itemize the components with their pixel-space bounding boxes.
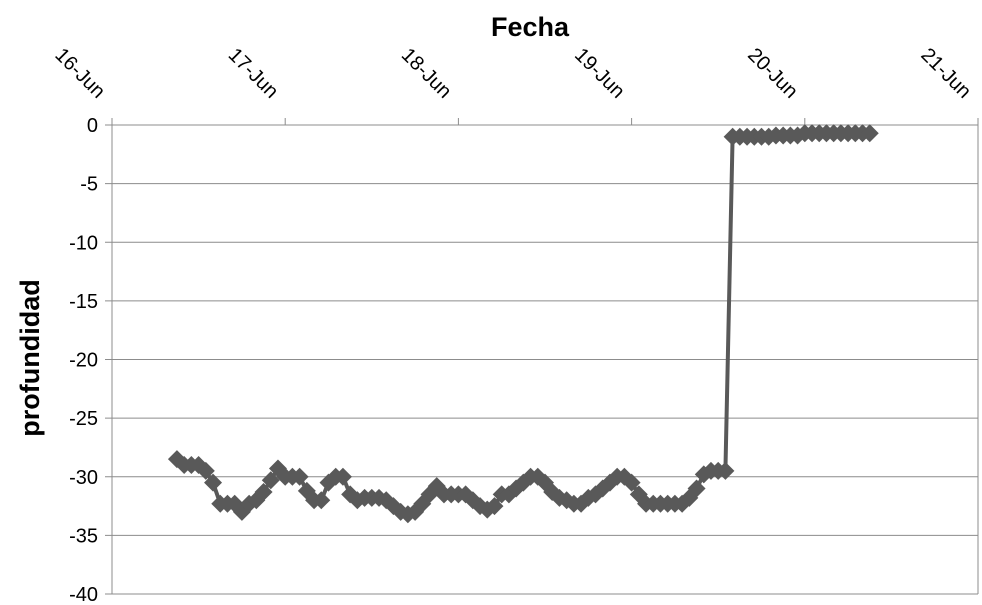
x-tick-label: 18-Jun [397, 44, 456, 103]
data-point-marker [499, 485, 518, 504]
y-tick-labels: 0 -5 -10 -15 -20 -25 -30 -35 -40 [69, 115, 98, 605]
data-point-marker [622, 473, 641, 492]
series-line [175, 131, 870, 517]
y-axis-title: profundidad [15, 279, 45, 436]
y-tick-label: -30 [69, 467, 98, 489]
x-tick-labels: 16-Jun 17-Jun 18-Jun 19-Jun 20-Jun 21-Jun [50, 44, 975, 103]
y-tick-label: -10 [69, 232, 98, 254]
data-point-marker [261, 471, 280, 490]
data-point-marker [333, 467, 352, 486]
y-tick-label: -25 [69, 408, 98, 430]
data-point-marker [398, 505, 417, 524]
data-point-marker [312, 491, 331, 510]
data-point-marker [254, 482, 273, 501]
data-point-marker [485, 497, 504, 516]
x-tick-label: 19-Jun [570, 44, 629, 103]
x-tick-label: 16-Jun [50, 44, 109, 103]
data-point-marker [196, 461, 215, 480]
x-tick-label: 21-Jun [916, 44, 975, 103]
series-group [167, 124, 879, 524]
y-tick-label: -40 [69, 584, 98, 605]
gridlines [112, 124, 978, 595]
y-tick-label: -15 [69, 291, 98, 313]
y-tick-label: -35 [69, 525, 98, 547]
data-point-marker [225, 494, 244, 513]
x-tick-label: 20-Jun [743, 44, 802, 103]
data-point-marker [290, 467, 309, 486]
data-point-marker [716, 461, 735, 480]
y-tick-label: 0 [87, 115, 98, 137]
data-point-marker [860, 124, 879, 143]
axes [105, 118, 979, 595]
y-tick-label: -20 [69, 350, 98, 372]
data-point-marker [687, 479, 706, 498]
data-point-marker [204, 473, 223, 492]
x-tick-label: 17-Jun [224, 44, 283, 103]
x-axis-title: Fecha [491, 12, 570, 42]
y-tick-label: -5 [80, 174, 98, 196]
